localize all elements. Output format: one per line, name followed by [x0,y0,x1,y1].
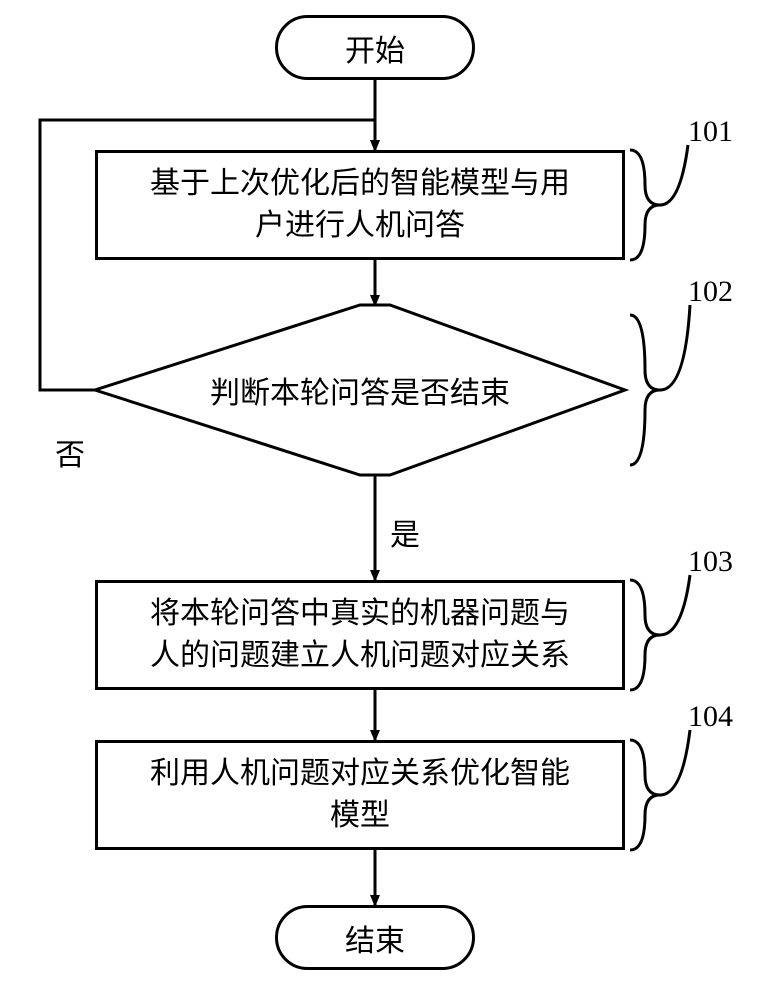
process-101: 基于上次优化后的智能模型与用 户进行人机问答 [95,150,625,260]
brace-101 [630,150,660,260]
process-103: 将本轮问答中真实的机器问题与 人的问题建立人机问题对应关系 [95,580,625,690]
process-104: 利用人机问题对应关系优化智能 模型 [95,740,625,850]
flowchart-canvas: 开始 基于上次优化后的智能模型与用 户进行人机问答 判断本轮问答是否结束 将本轮… [0,0,763,1000]
brace-103-lead [660,575,690,635]
step-num-104: 104 [688,700,733,734]
step-num-101: 101 [688,115,733,149]
end-node: 结束 [275,905,475,970]
edge-label-yes: 是 [390,510,420,554]
step-num-103: 103 [688,545,733,579]
end-label: 结束 [345,916,405,960]
brace-103 [630,580,660,690]
brace-102-lead [660,305,690,390]
start-label: 开始 [345,26,405,70]
brace-102 [630,315,660,465]
brace-104-lead [660,730,690,795]
step-num-102: 102 [688,275,733,309]
decision-102: 判断本轮问答是否结束 [95,305,625,475]
edge-label-no: 否 [55,430,85,474]
decision-102-label: 判断本轮问答是否结束 [95,368,625,412]
process-104-label: 利用人机问题对应关系优化智能 模型 [150,753,570,837]
brace-101-lead [660,145,688,205]
process-103-label: 将本轮问答中真实的机器问题与 人的问题建立人机问题对应关系 [150,593,570,677]
start-node: 开始 [275,15,475,80]
process-101-label: 基于上次优化后的智能模型与用 户进行人机问答 [150,163,570,247]
brace-104 [630,740,660,850]
